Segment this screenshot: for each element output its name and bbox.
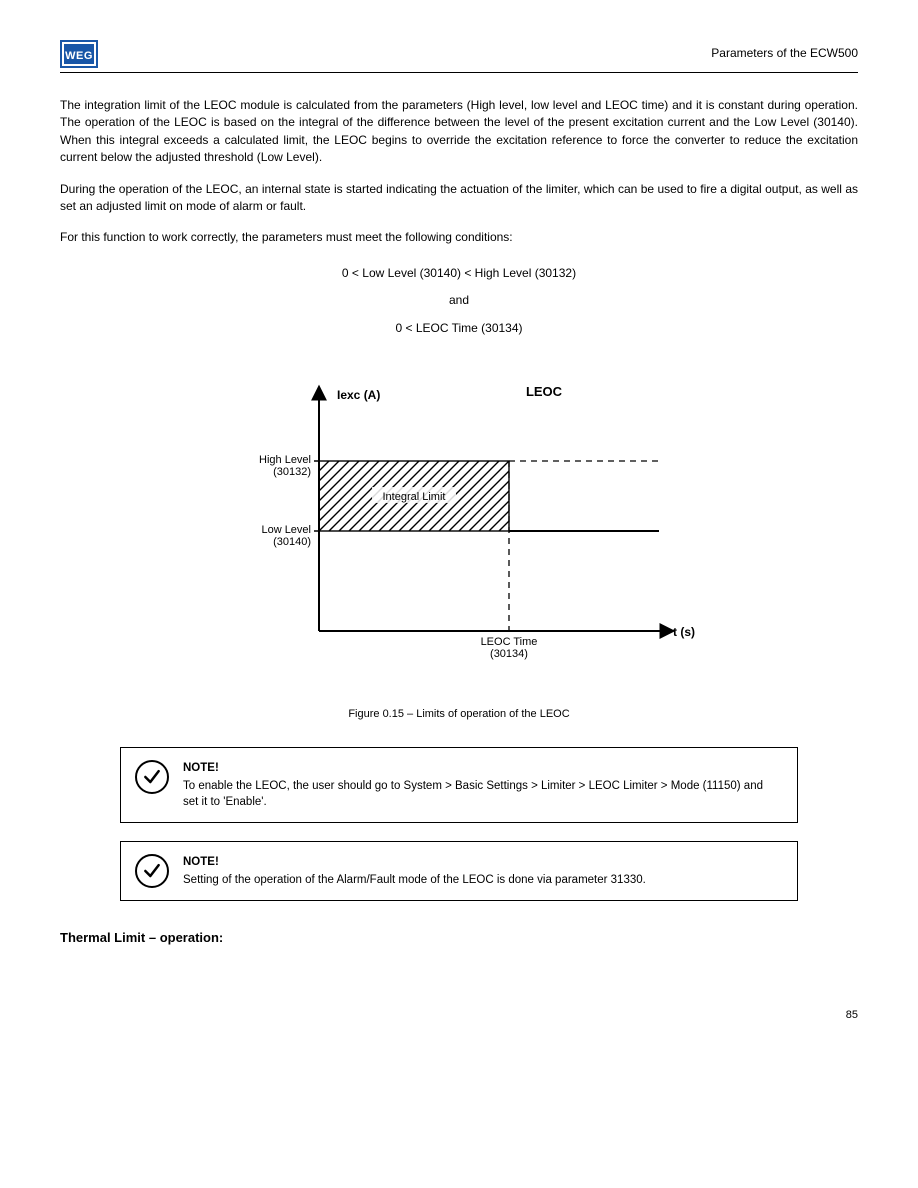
paragraph-3: For this function to work correctly, the… xyxy=(60,229,858,246)
figure-caption: Figure 0.15 – Limits of operation of the… xyxy=(60,707,858,723)
condition-line-2: and xyxy=(60,292,858,309)
svg-text:Low Level(30140): Low Level(30140) xyxy=(261,524,311,548)
note-1-text: To enable the LEOC, the user should go t… xyxy=(183,778,781,810)
svg-text:Iexc (A): Iexc (A) xyxy=(337,388,380,402)
check-icon xyxy=(135,854,169,888)
note-box-1: NOTE! To enable the LEOC, the user shoul… xyxy=(120,747,798,823)
svg-text:LEOC: LEOC xyxy=(526,384,563,399)
note-2-text: Setting of the operation of the Alarm/Fa… xyxy=(183,872,646,888)
svg-text:High Level(30132): High Level(30132) xyxy=(259,454,311,478)
svg-text:LEOC Time(30134): LEOC Time(30134) xyxy=(481,636,538,660)
condition-line-3: 0 < LEOC Time (30134) xyxy=(60,320,858,337)
paragraph-2: During the operation of the LEOC, an int… xyxy=(60,181,858,216)
header-title: Parameters of the ECW500 xyxy=(711,45,858,62)
leoc-chart: LEOC Iexc (A) t (s) High Level(30132) Low Le… xyxy=(219,361,699,701)
note-2-title: NOTE! xyxy=(183,854,646,870)
svg-text:WEG: WEG xyxy=(65,50,93,62)
note-box-2: NOTE! Setting of the operation of the Al… xyxy=(120,841,798,901)
paragraph-1: The integration limit of the LEOC module… xyxy=(60,97,858,167)
page-number: 85 xyxy=(60,1008,858,1024)
condition-line-1: 0 < Low Level (30140) < High Level (3013… xyxy=(60,265,858,282)
svg-text:Integral Limit: Integral Limit xyxy=(383,491,446,503)
svg-text:t (s): t (s) xyxy=(673,625,695,639)
note-1-title: NOTE! xyxy=(183,760,781,776)
check-icon xyxy=(135,760,169,794)
weg-logo: WEG xyxy=(60,40,98,68)
subhead-thermal: Thermal Limit – operation: xyxy=(60,929,858,948)
